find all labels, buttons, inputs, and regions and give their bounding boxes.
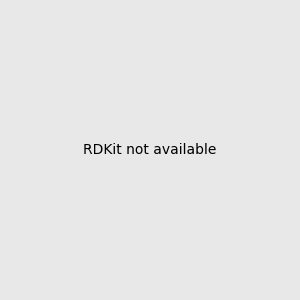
Text: RDKit not available: RDKit not available	[83, 143, 217, 157]
